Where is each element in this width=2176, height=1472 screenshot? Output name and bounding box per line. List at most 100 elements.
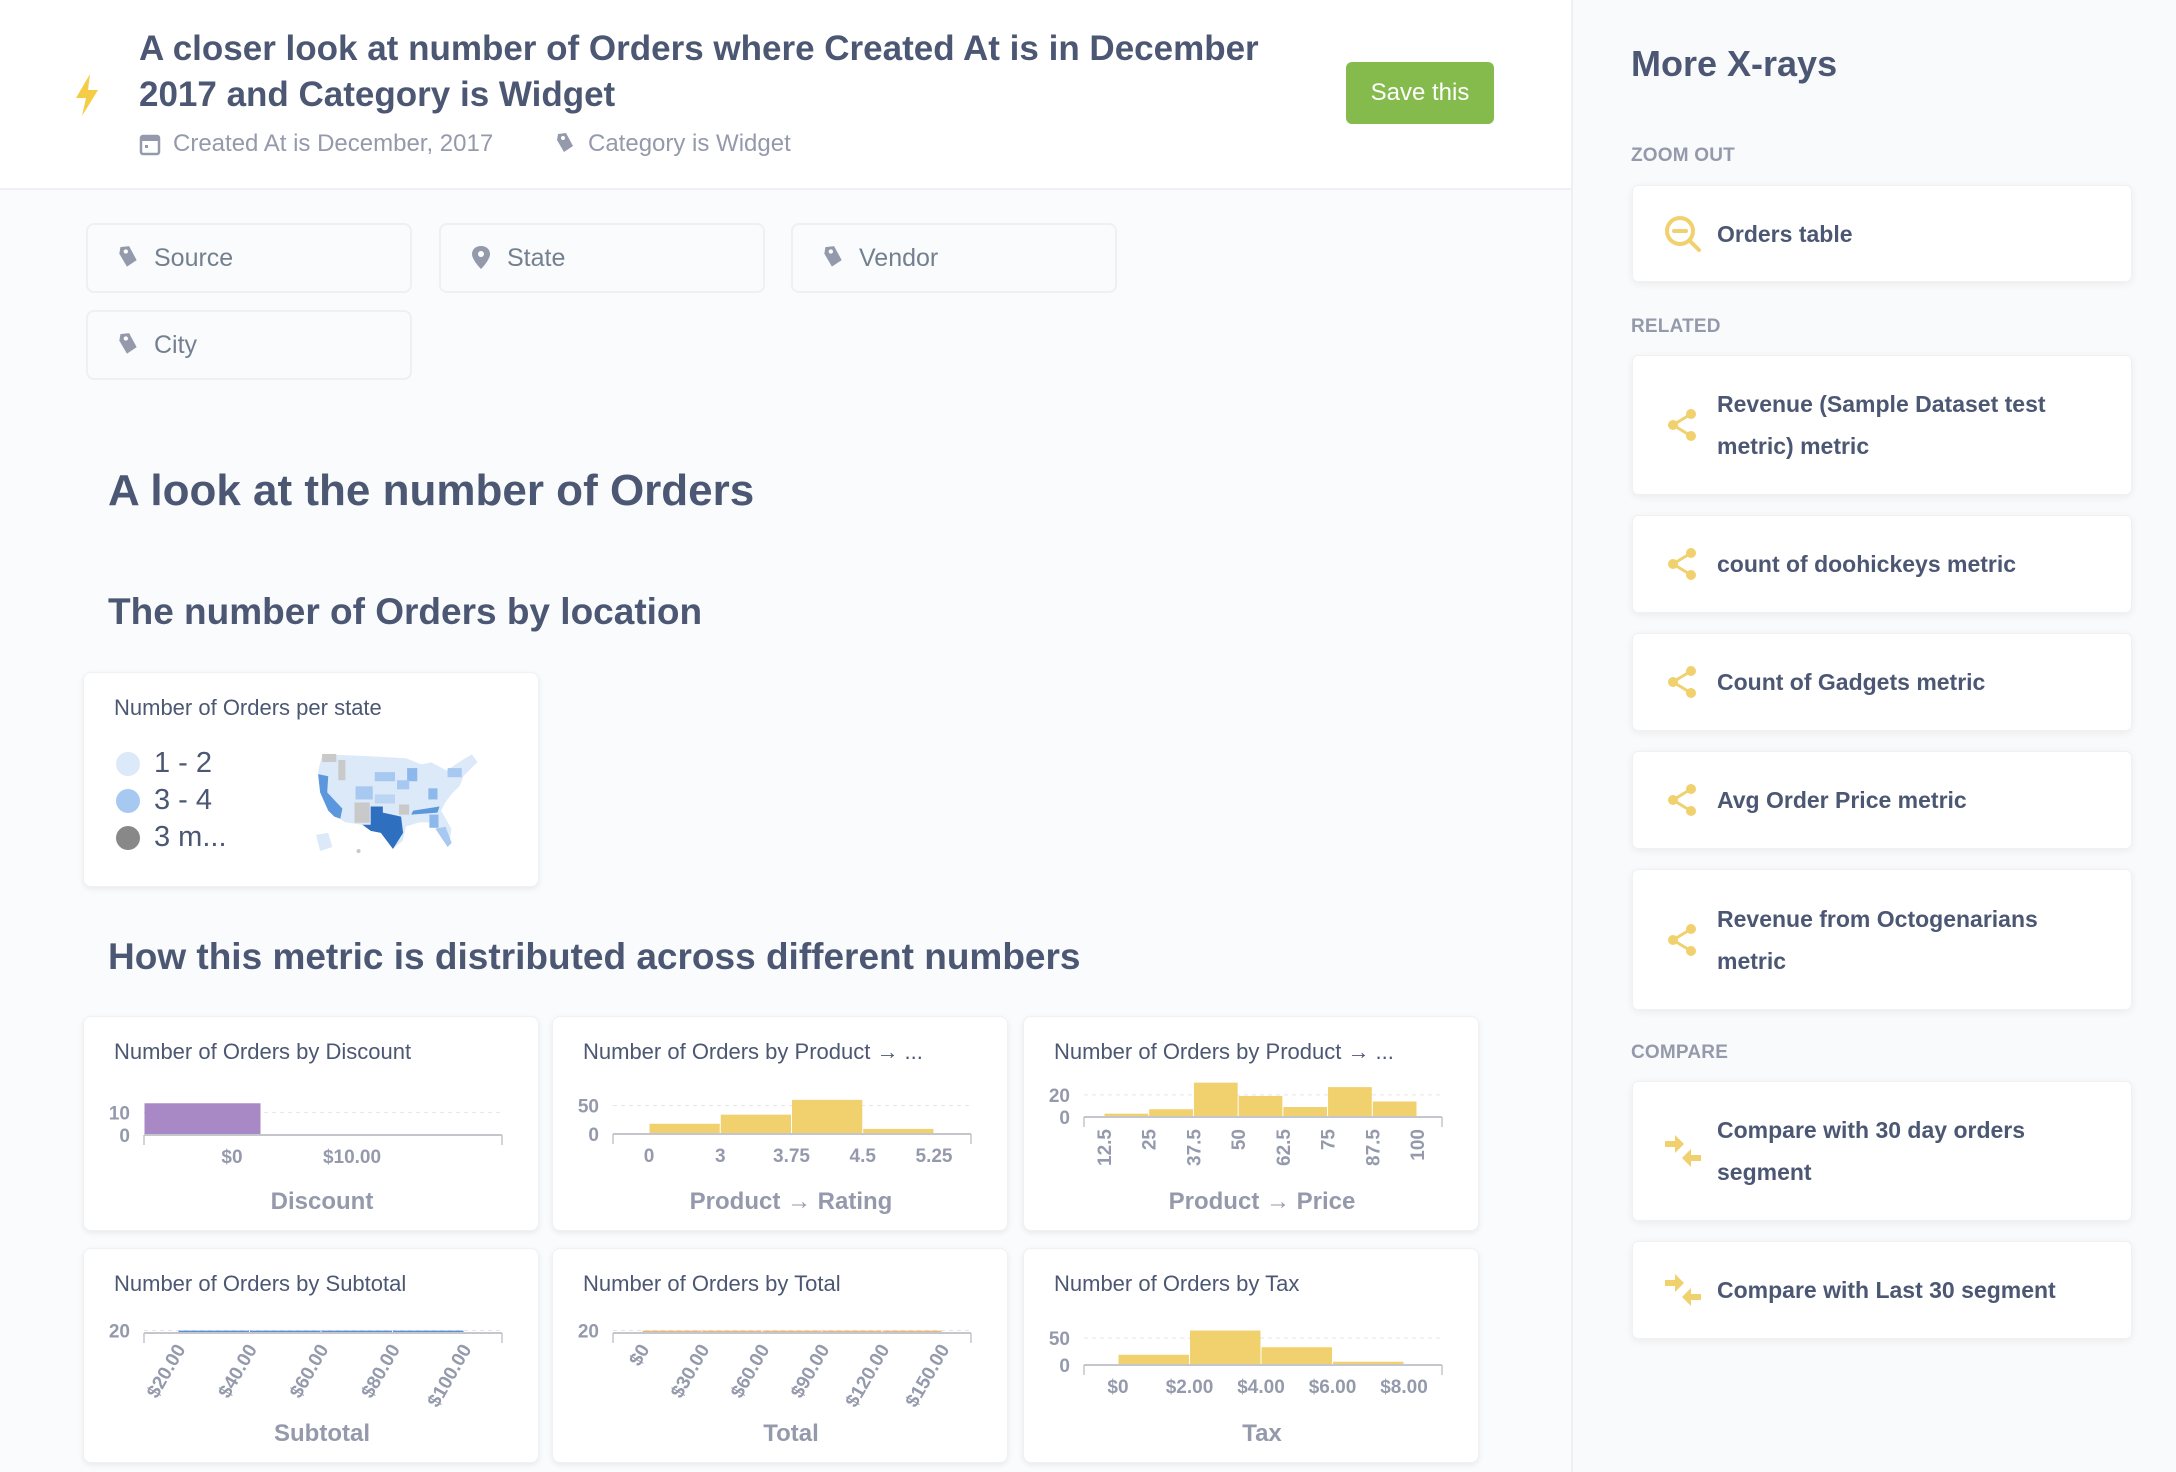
state-georgia [429, 814, 439, 828]
map-card[interactable]: Number of Orders per state 1 - 2 3 - 4 3… [83, 672, 539, 887]
bar-chart: 20 $20.00 $40.00 $60.00 $80.00 $100.00 Subtota… [109, 1322, 503, 1447]
zoom-out-label: ZOOM OUT [1631, 145, 1735, 166]
x-tick-label: $0 [626, 1341, 655, 1370]
bar[interactable] [702, 1330, 762, 1333]
y-tick-label: 0 [588, 1125, 599, 1146]
y-tick-label: 0 [1059, 1356, 1070, 1377]
dimension-button-vendor[interactable]: Vendor [791, 223, 1117, 293]
chart-card[interactable]: Number of Orders by Subtotal 20 $20.00 $40.… [83, 1248, 539, 1463]
zoom-out-icon [1665, 215, 1701, 252]
bar[interactable] [321, 1330, 393, 1333]
bar[interactable] [792, 1099, 863, 1134]
bar[interactable] [1149, 1109, 1193, 1117]
xray-link-related[interactable]: Count of Gadgets metric [1632, 633, 2132, 731]
bar[interactable] [1372, 1101, 1417, 1117]
share-icon [1668, 409, 1696, 441]
state-tennessee [411, 806, 440, 815]
chart-title: Number of Orders by Total [583, 1271, 841, 1296]
chart-title: Number of Orders by Subtotal [114, 1271, 407, 1296]
bar[interactable] [649, 1123, 720, 1134]
tag-icon [557, 133, 573, 152]
chart-card[interactable]: Number of Orders by Product → ... 0 20 12.5… [1023, 1016, 1479, 1231]
xray-link-related[interactable]: Revenue from Octogenarians metric [1632, 869, 2132, 1010]
bar[interactable] [1333, 1361, 1404, 1365]
x-tick-label: $0 [221, 1147, 242, 1168]
bar[interactable] [1193, 1082, 1238, 1117]
dimension-button-state[interactable]: State [439, 223, 765, 293]
us-state-map[interactable] [310, 749, 482, 857]
bar-chart: 0 50 $0 $2.00 $4.00 $6.00 $8.00 Tax [1049, 1329, 1443, 1447]
bar[interactable] [1238, 1095, 1283, 1117]
legend-item: 3 m... [116, 821, 227, 854]
bar[interactable] [1328, 1087, 1372, 1117]
bar[interactable] [642, 1330, 702, 1333]
x-tick-label: 5.25 [916, 1146, 953, 1167]
sidebar-title: More X-rays [1631, 43, 1838, 84]
bar[interactable] [1104, 1113, 1149, 1117]
related-label: RELATED [1631, 316, 1721, 337]
bar[interactable] [762, 1330, 822, 1333]
chart-card[interactable]: Number of Orders by Product → ... 0 50 0 3 3.… [552, 1016, 1008, 1231]
x-tick-label: 25 [1140, 1129, 1161, 1151]
xray-link-compare[interactable]: Compare with Last 30 segment [1632, 1241, 2132, 1339]
x-axis-title: Tax [1242, 1420, 1282, 1447]
xray-link-related[interactable]: Revenue (Sample Dataset test metric) met… [1632, 355, 2132, 495]
chart-card[interactable]: Number of Orders by Discount 0 10 $0 $10.00 D… [83, 1016, 539, 1231]
dimension-button-city[interactable]: City [86, 310, 412, 380]
xray-link-label: Avg Order Price metric [1717, 787, 1967, 813]
bar[interactable] [178, 1330, 250, 1333]
bar[interactable] [882, 1330, 942, 1333]
bar[interactable] [1261, 1347, 1333, 1365]
compare-label: COMPARE [1631, 1042, 1729, 1063]
page-header: A closer look at number of Orders where … [0, 0, 1571, 190]
bar-chart: 020 12.5 25 37.5 50 62.5 75 87.5 100 Product → Pr… [1049, 1082, 1443, 1215]
state-california [318, 774, 343, 819]
y-tick-label: 10 [109, 1103, 130, 1124]
bar[interactable] [1118, 1354, 1190, 1365]
state-alaska [316, 832, 333, 852]
bar[interactable] [250, 1330, 321, 1333]
xray-link-compare[interactable]: Compare with 30 day orders segment [1632, 1081, 2132, 1221]
xray-link-label: Orders table [1717, 220, 1853, 247]
tag-icon [119, 246, 137, 267]
bar[interactable] [822, 1330, 882, 1333]
filter-label: Created At is December, 2017 [173, 130, 494, 157]
x-tick-label: 100 [1408, 1129, 1429, 1161]
x-tick-label: 0 [644, 1146, 655, 1167]
state-hawaii [356, 849, 361, 854]
save-button[interactable]: Save this [1346, 62, 1494, 124]
chart-title: Number of Orders by Product → ... [1054, 1039, 1394, 1064]
state-south-dakota [374, 772, 395, 782]
x-tick-label: $40.00 [215, 1341, 262, 1402]
x-tick-label: $60.00 [286, 1341, 333, 1402]
x-tick-label: $8.00 [1380, 1377, 1428, 1398]
xray-link-related[interactable]: Avg Order Price metric [1632, 751, 2132, 849]
state-new-york [447, 768, 462, 778]
chart-card[interactable]: Number of Orders by Total 20 $0 $30.00 $60.0… [552, 1248, 1008, 1463]
state-idaho [338, 760, 346, 781]
legend-label: 3 - 4 [154, 784, 213, 816]
xray-link-label: count of doohickeys metric [1717, 551, 2017, 577]
bar[interactable] [1190, 1330, 1261, 1365]
bar[interactable] [1283, 1107, 1328, 1117]
share-icon [1668, 784, 1696, 816]
xray-link-label: Count of Gadgets metric [1717, 669, 1986, 695]
bar[interactable] [393, 1330, 464, 1333]
dimension-label: City [154, 330, 198, 359]
xray-link-orders-table[interactable]: Orders table [1632, 185, 2132, 282]
x-tick-label: $80.00 [358, 1341, 405, 1402]
bar[interactable] [144, 1103, 261, 1135]
y-tick-label: 50 [1049, 1329, 1070, 1350]
bar[interactable] [720, 1114, 791, 1134]
x-tick-label: $4.00 [1237, 1377, 1285, 1398]
filter-label: Category is Widget [588, 130, 791, 157]
dimension-button-source[interactable]: Source [86, 223, 412, 293]
xray-link-label: Revenue from Octogenarians metric [1717, 905, 2038, 974]
y-tick-label: 0 [1059, 1108, 1070, 1129]
xray-link-label: Revenue (Sample Dataset test metric) met… [1717, 391, 2046, 459]
bar[interactable] [863, 1128, 934, 1134]
x-axis-title: Product → Price [1169, 1188, 1356, 1215]
xray-link-related[interactable]: count of doohickeys metric [1632, 515, 2132, 613]
chart-card[interactable]: Number of Orders by Tax 0 50 $0 $2.00 $4.00 $6… [1023, 1248, 1479, 1463]
x-tick-label: $10.00 [323, 1147, 381, 1168]
